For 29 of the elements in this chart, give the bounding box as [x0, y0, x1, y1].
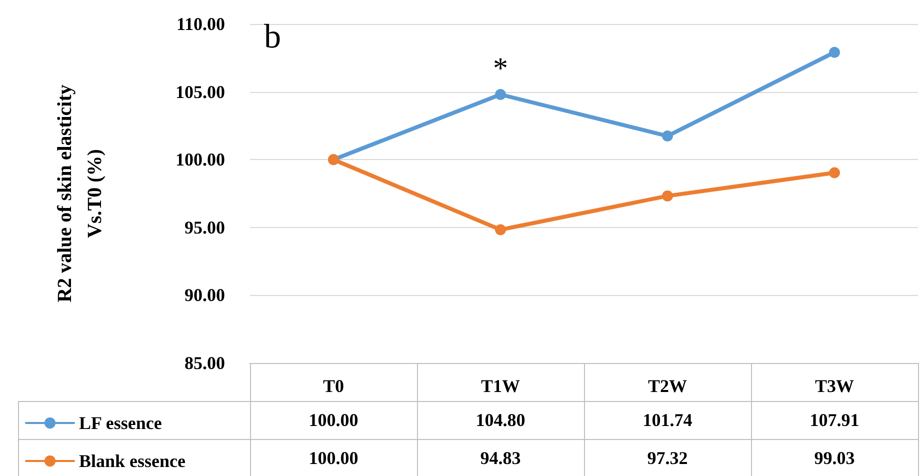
legend-label: Blank essence [79, 451, 186, 471]
point [495, 224, 506, 236]
data-label: 100.00 [308, 447, 360, 470]
data-label: 97.32 [646, 447, 689, 470]
data-label: 107.91 [808, 409, 860, 432]
x-tick-label: T1W [480, 376, 520, 396]
annotation: * [493, 52, 508, 86]
x-tick-label: T3W [814, 376, 854, 396]
y-tick-label: 90.00 [184, 285, 225, 306]
data-label: 100.00 [308, 409, 360, 432]
y-tick-label: 85.00 [184, 353, 225, 373]
data-label: 94.83 [479, 447, 522, 470]
y-axis-title: R2 value of skin elasticity Vs.T0 (%) [54, 84, 106, 302]
point [495, 89, 506, 100]
data-label: 101.74 [642, 409, 694, 432]
y-tick-label: 105.00 [176, 82, 225, 102]
x-tick-label: T2W [648, 376, 688, 396]
data-label: 104.80 [474, 409, 526, 432]
annotation: b [264, 18, 281, 56]
point [829, 167, 840, 178]
point [662, 190, 673, 202]
legend-label: LF essence [79, 413, 162, 433]
point [662, 130, 673, 142]
y-tick-label: 95.00 [184, 217, 225, 238]
data-label: 99.03 [813, 447, 856, 470]
y-tick-label: 110.00 [176, 14, 225, 34]
x-tick-label: T0 [322, 376, 344, 396]
point [829, 46, 840, 58]
y-tick-label: 100.00 [176, 150, 225, 170]
